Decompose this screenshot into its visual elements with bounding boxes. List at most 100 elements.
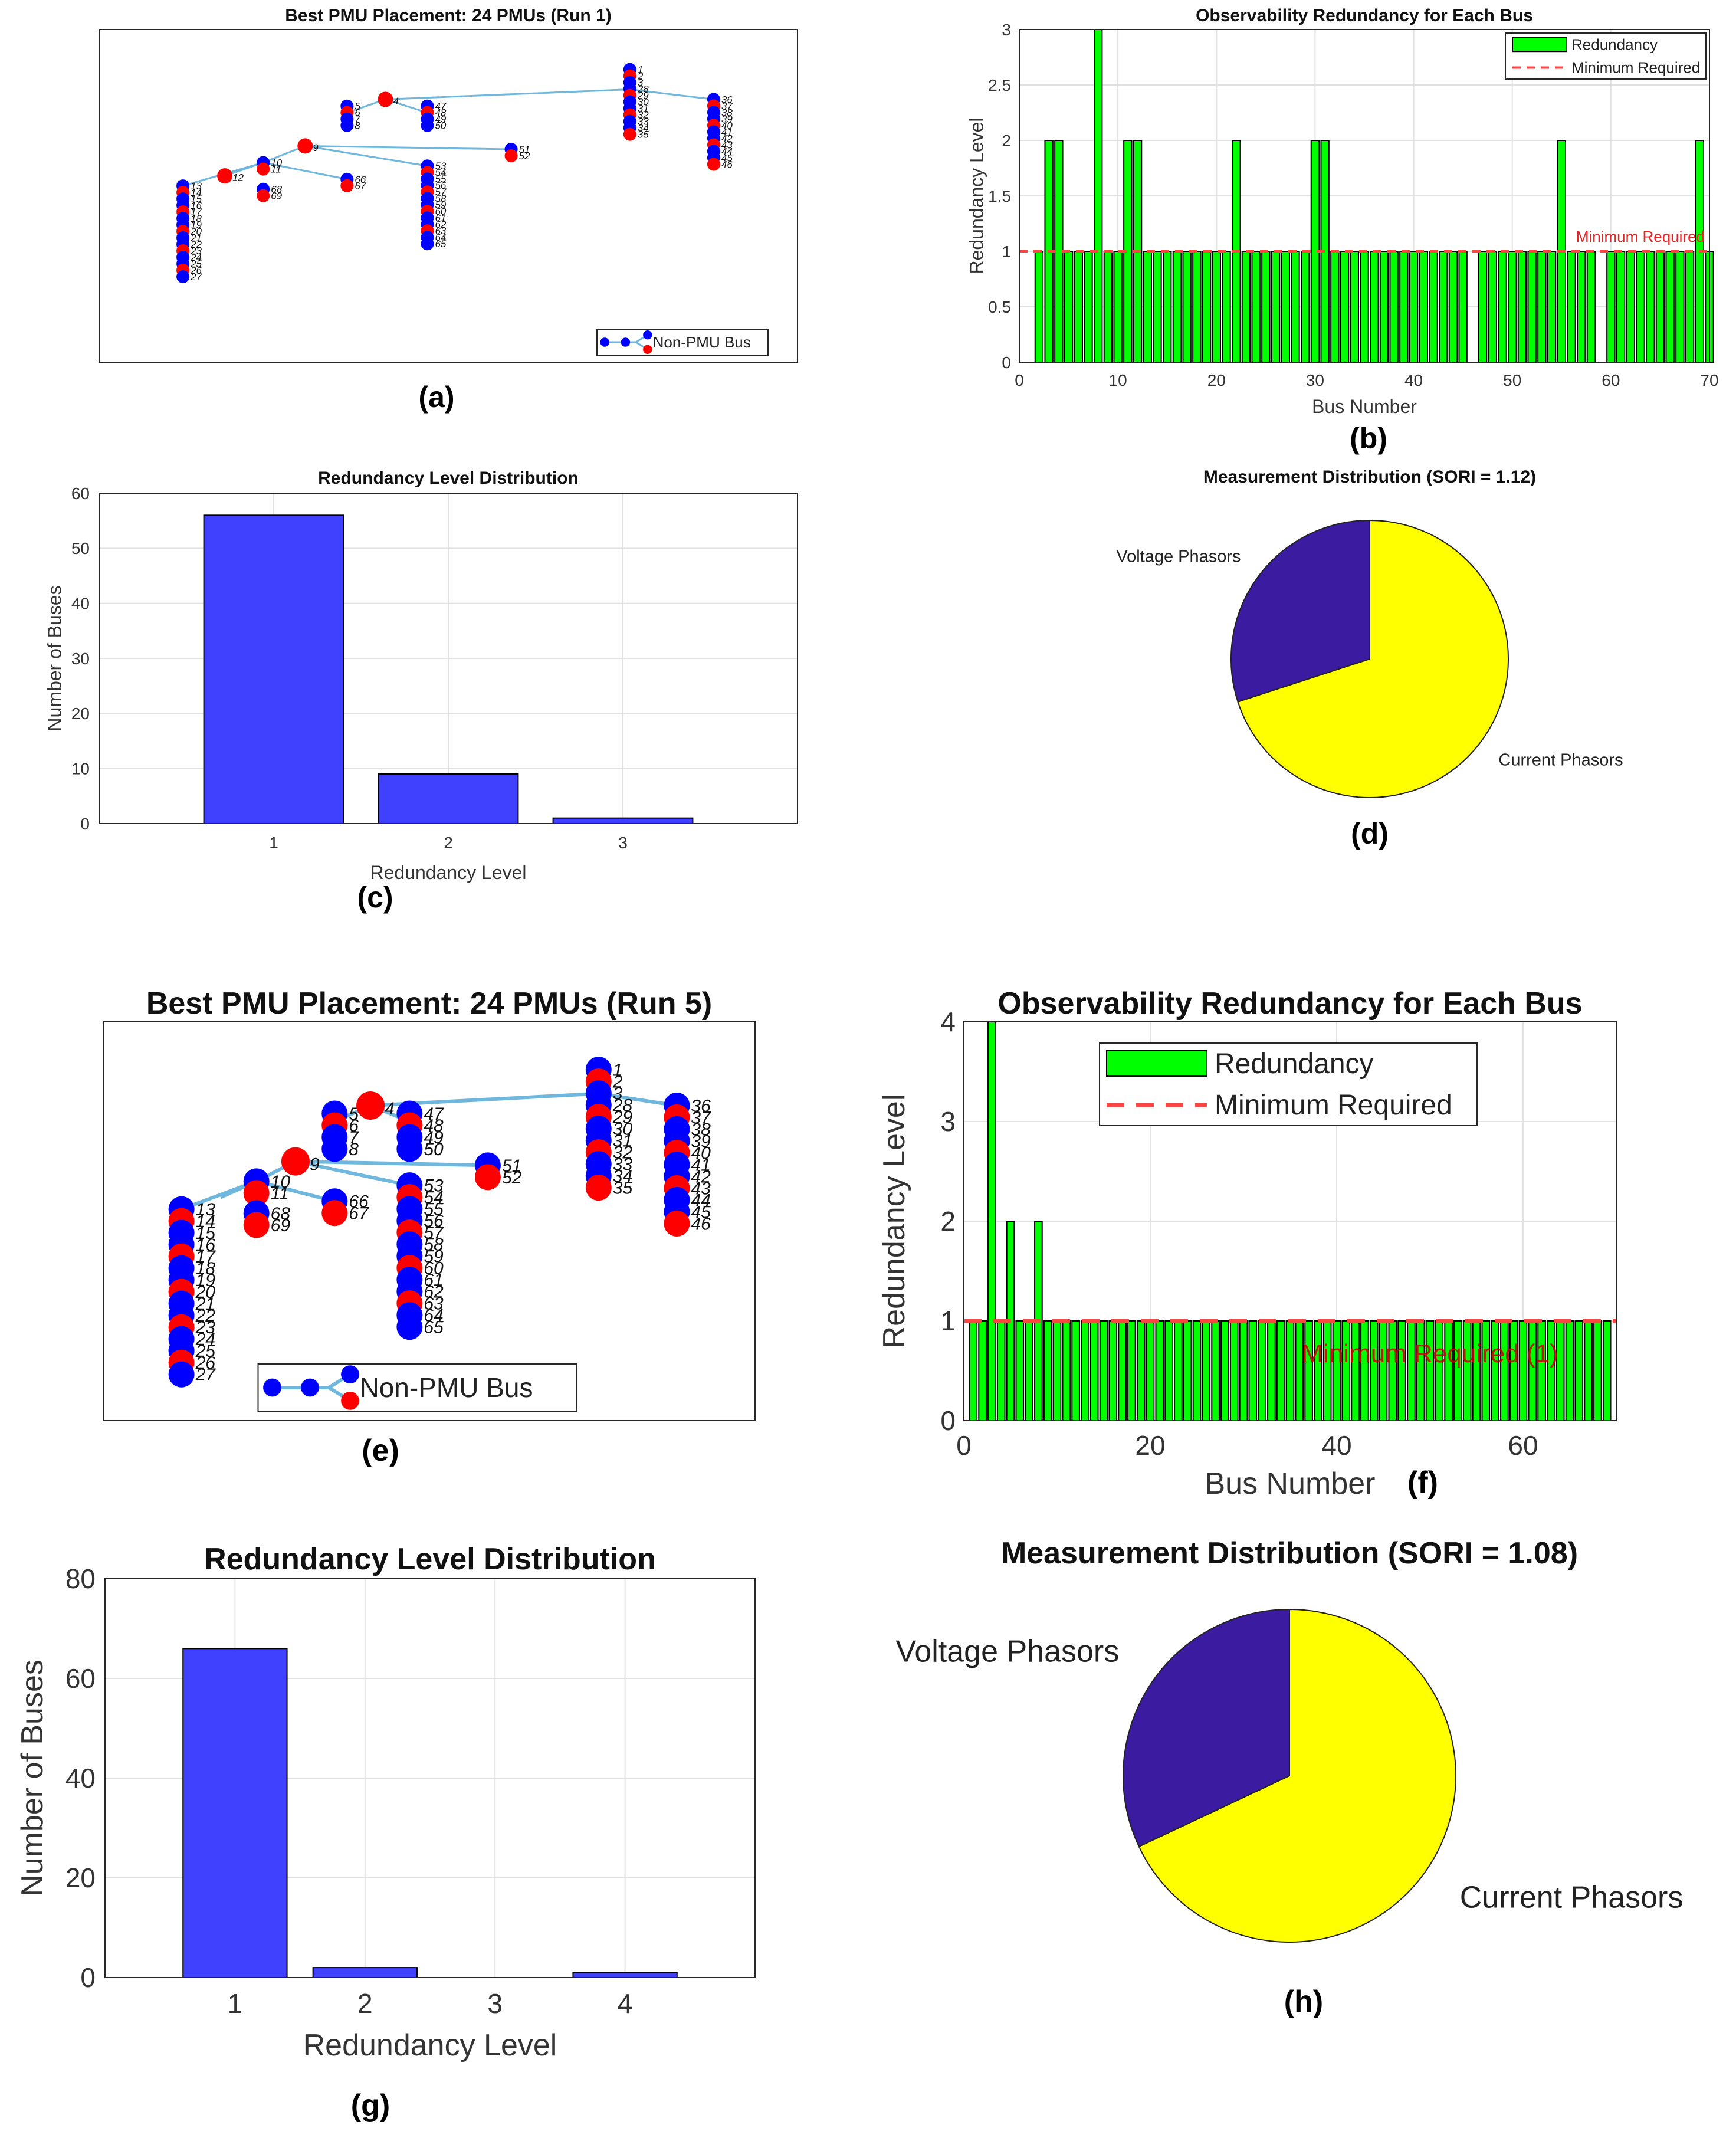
legend-node-icon	[600, 337, 609, 347]
chart-title: Observability Redundancy for Each Bus	[1196, 6, 1533, 25]
y-tick-label: 0.5	[988, 298, 1011, 316]
x-tick-label: 60	[1602, 371, 1620, 389]
bar	[1472, 1320, 1481, 1421]
bus-label: 61	[435, 212, 446, 224]
bar	[1488, 251, 1497, 363]
bus-label: 2	[612, 1073, 623, 1092]
pmu-bus-node	[297, 138, 313, 154]
network-line	[262, 162, 347, 181]
x-axis-label: Bus Number	[1205, 1467, 1376, 1501]
bus-node	[504, 149, 518, 163]
chart-title: Best PMU Placement: 24 PMUs (Run 1)	[285, 6, 611, 25]
bar	[1675, 251, 1685, 363]
bar	[1164, 1320, 1173, 1421]
bus-label: 4	[393, 96, 398, 107]
bar	[1646, 251, 1655, 363]
bus-label: 6	[349, 1116, 359, 1136]
bar	[182, 1648, 288, 1979]
bus-label: 58	[435, 193, 446, 204]
bus-label: 15	[196, 1224, 216, 1243]
bar	[1655, 251, 1665, 363]
bus-label: 63	[424, 1294, 444, 1314]
bus-node	[396, 1136, 423, 1162]
bus-label: 1	[613, 1061, 623, 1080]
bus-label: 31	[638, 103, 649, 114]
bar	[1547, 1320, 1555, 1421]
bar	[1577, 251, 1586, 363]
bus-label: 26	[195, 1353, 216, 1373]
bus-label: 13	[196, 1200, 216, 1219]
bar	[1043, 1320, 1052, 1421]
bar	[1034, 251, 1044, 363]
bus-label: 60	[435, 206, 446, 217]
bar	[1399, 251, 1409, 363]
bus-label: 27	[190, 271, 202, 283]
axes-frame	[963, 1021, 1617, 1421]
x-axis-label: Redundancy Level	[303, 2028, 557, 2062]
bar	[1182, 251, 1192, 363]
bus-label: 40	[691, 1143, 711, 1163]
bar	[1462, 1320, 1472, 1421]
legend-node-icon	[621, 337, 631, 347]
bus-label: 12	[232, 172, 244, 183]
y-tick-label: 4	[940, 1006, 956, 1037]
bus-label: 1	[638, 64, 643, 76]
pie-slice-label: Current Phasors	[1460, 1880, 1684, 1914]
bus-label: 51	[502, 1156, 521, 1176]
bus-label: 36	[721, 94, 733, 105]
pie-slice-label: Current Phasors	[1498, 751, 1623, 770]
bar	[969, 1320, 978, 1421]
bar	[1528, 1320, 1537, 1421]
bar	[1547, 251, 1557, 363]
bar	[1351, 1320, 1360, 1421]
bar	[1064, 251, 1074, 363]
x-tick-label: 3	[487, 1988, 503, 2019]
bus-label: 26	[190, 265, 202, 276]
bus-label: 19	[196, 1271, 216, 1290]
pie-slice-label: Voltage Phasors	[1116, 547, 1241, 566]
bus-label: 50	[435, 120, 446, 132]
chart-title: Observability Redundancy for Each Bus	[997, 986, 1582, 1021]
x-tick-label: 60	[1508, 1430, 1538, 1461]
bus-label: 37	[721, 100, 733, 112]
bar	[1220, 1320, 1229, 1421]
bus-label: 17	[191, 206, 202, 218]
bus-label: 67	[349, 1204, 369, 1224]
bar	[1163, 251, 1172, 363]
bus-label: 53	[424, 1176, 444, 1196]
bus-label: 32	[638, 110, 649, 121]
bus-label: 47	[424, 1104, 444, 1124]
x-tick-label: 0	[956, 1430, 972, 1461]
y-tick-label: 20	[71, 704, 90, 723]
y-tick-label: 0	[80, 1962, 96, 1993]
bus-label: 66	[355, 174, 366, 185]
bus-node	[623, 127, 636, 141]
bar	[987, 1021, 996, 1421]
bar	[1084, 251, 1093, 363]
bar	[1301, 251, 1310, 363]
bar	[1192, 1320, 1202, 1421]
x-axis-label: Redundancy Level	[370, 862, 526, 883]
bar	[1574, 1320, 1584, 1421]
x-tick-label: 1	[228, 1988, 243, 2019]
bar	[1103, 251, 1113, 363]
bar	[1052, 1320, 1062, 1421]
bus-label: 59	[435, 199, 446, 211]
y-tick-label: 0	[1002, 353, 1011, 372]
bus-label: 51	[519, 144, 530, 155]
bar	[1094, 29, 1103, 363]
bar	[1183, 1320, 1192, 1421]
bus-label: 37	[691, 1108, 711, 1127]
bar	[1146, 1320, 1155, 1421]
bus-label: 30	[638, 97, 649, 108]
bus-label: 11	[271, 164, 281, 175]
pie-panel-h: Measurement Distribution (SORI = 1.08) Cu…	[896, 1536, 1684, 2019]
x-tick-label: 20	[1135, 1430, 1165, 1461]
bar	[1276, 1320, 1285, 1421]
bar	[1251, 251, 1261, 363]
bus-label: 39	[691, 1132, 711, 1151]
bar	[1143, 251, 1152, 363]
network-line	[295, 1159, 488, 1168]
reference-line-label: Minimum Required (1)	[1301, 1339, 1558, 1368]
